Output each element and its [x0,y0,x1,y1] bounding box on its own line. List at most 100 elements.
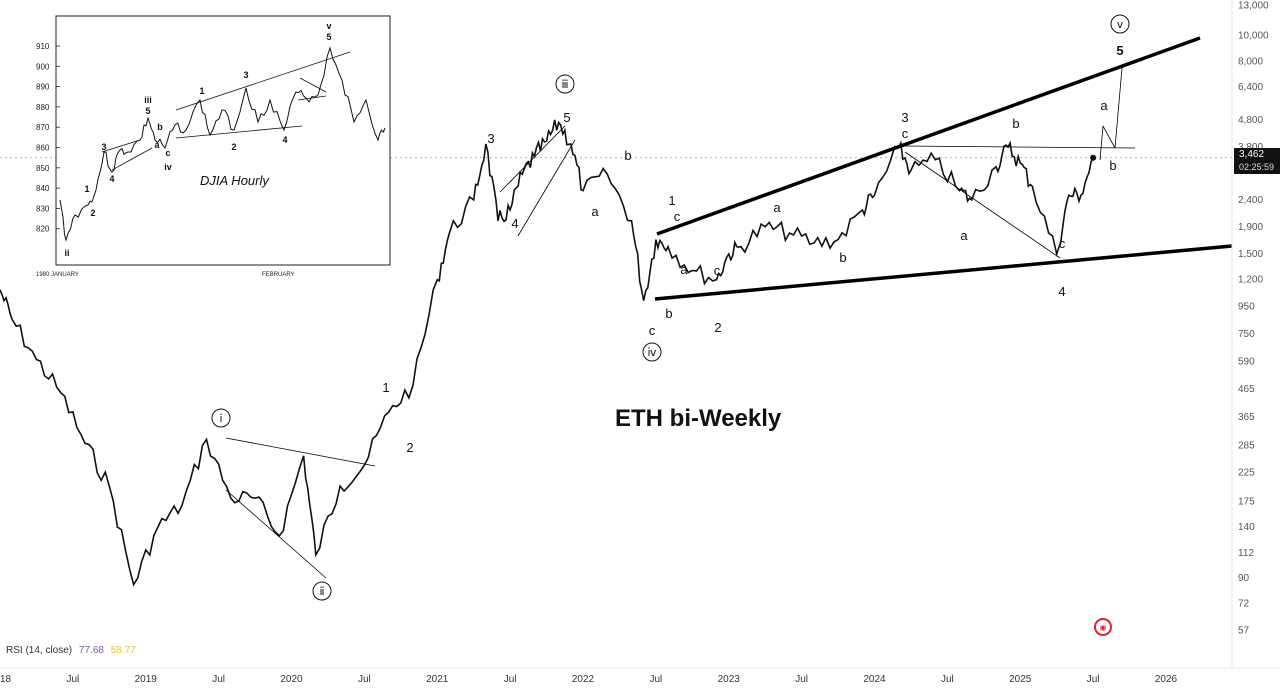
wave-label-circle [1110,14,1130,34]
time-tick-label: Jul [212,674,225,685]
wave-label: a [680,262,688,277]
inset-trendline [299,77,327,93]
price-tick-label: 2,400 [1238,195,1263,206]
wave-label: 4 [511,216,518,231]
trendline [1102,125,1116,149]
inset-trendline [297,95,327,101]
time-tick-label: 2026 [1155,674,1178,685]
price-tick-label: 90 [1238,573,1250,584]
inset-wave-label: 4 [109,174,114,184]
inset-wave-label: b [157,122,163,132]
djia-inset: DJIA Hourly 910 900 890 880 870 860 850 840 830 82… [36,15,391,278]
inset-x-tick: 1980 JANUARY [36,272,79,278]
inset-y-tick: 910 [36,42,50,51]
inset-y-tick: 900 [36,62,50,71]
price-line-layer [0,119,1097,587]
inset-wave-label: 5 [326,32,331,42]
price-tick-label: 6,400 [1238,82,1263,93]
inset-y-tick: 820 [36,225,50,234]
price-tick-label: 225 [1238,467,1255,478]
price-tick-label: 365 [1238,412,1255,423]
wave-label-circle [555,74,575,94]
wave-label: 1 [668,193,675,208]
time-tick-label: Jul [504,674,517,685]
rsi-signal-value: 58.77 [110,645,136,656]
trendline [225,437,376,467]
wave-label: c [714,263,721,278]
price-tick-label: 72 [1238,599,1250,610]
trendline [656,36,1201,236]
wave-label: 4 [1058,284,1065,299]
wave-label: c [1059,236,1066,251]
price-tick-label: 57 [1238,626,1250,637]
trendline [225,489,327,579]
time-tick-label: Jul [795,674,808,685]
price-tick-label: 112 [1238,548,1254,559]
price-tick-label: 13,000 [1238,0,1269,11]
wave-label: b [839,250,846,265]
wave-label: a [960,228,968,243]
time-tick-label: 2023 [718,674,741,685]
time-tick-label: 2020 [280,674,303,685]
time-tick-label: 2022 [572,674,595,685]
bar-countdown: 02:25:59 [1239,162,1275,172]
trendline [499,125,566,193]
price-tick-label: 1,500 [1238,249,1263,260]
inset-trendline [111,147,153,171]
time-tick-label: 2018 [0,674,12,685]
price-tick-label: 465 [1238,384,1255,395]
price-tick-label: 950 [1238,302,1255,313]
inset-y-tick: 870 [36,123,50,132]
eth-price-line [0,119,1094,587]
wave-label: a [1100,98,1108,113]
inset-trendline [175,51,351,111]
inset-y-tick: 860 [36,144,50,153]
inset-y-tick: 890 [36,83,50,92]
inset-wave-label: ii [64,248,69,258]
inset-wave-label: 1 [199,86,204,96]
wave-label: b [1012,116,1019,131]
wave-label: 2 [714,320,721,335]
trendline [517,139,576,237]
rsi-legend[interactable]: RSI (14, close) 77.68 58.77 [0,641,140,661]
wave-label: 2 [406,440,413,455]
wave-label: ⅲ [561,79,568,91]
time-tick-label: Jul [649,674,662,685]
brand-logo: ◉ [1094,618,1112,636]
time-tick-label: Jul [1087,674,1100,685]
wave-label: ⅳ [648,347,657,359]
time-tick-label: Jul [941,674,954,685]
wave-label: a [773,200,781,215]
inset-wave-label: v [326,21,331,31]
last-price-value: 3,462 [1239,149,1265,160]
inset-wave-label: 2 [231,142,236,152]
last-price-tag: 3,462 02:25:59 [1234,148,1280,174]
wave-label: 1 [382,380,389,395]
wave-label: b [665,306,672,321]
inset-title: DJIA Hourly [200,173,270,188]
chart-title: ETH bi-Weekly [615,405,782,432]
price-tick-label: 10,000 [1238,31,1269,42]
time-tick-label: 2024 [863,674,886,685]
inset-wave-label: 1 [84,184,89,194]
wave-label: ⅱ [319,586,324,598]
wave-label: b [624,148,631,163]
price-tick-label: 175 [1238,496,1255,507]
wave-label: c [674,209,681,224]
price-tick-label: 1,200 [1238,275,1263,286]
price-tick-label: 3,800 [1238,142,1263,153]
wave-label: 5 [1116,43,1123,58]
price-tick-label: 590 [1238,356,1255,367]
inset-y-tick: 850 [36,164,50,173]
trendline [904,145,1136,149]
wave-label-circle [642,342,662,362]
time-tick-label: 2025 [1009,674,1032,685]
wave-label: b [1109,158,1116,173]
rsi-label: RSI (14, close) [6,645,73,656]
price-tick-label: 8,000 [1238,56,1263,67]
last-price-dot [1090,154,1097,161]
time-tick-label: Jul [66,674,79,685]
wave-label-circle [211,408,231,428]
